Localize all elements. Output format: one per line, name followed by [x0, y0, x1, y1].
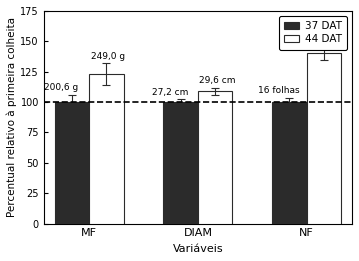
Text: 249,0 g: 249,0 g [91, 52, 125, 61]
Text: 200,6 g: 200,6 g [45, 83, 79, 92]
Bar [89, 74, 123, 224]
Bar [307, 54, 341, 224]
Text: 27,2 cm: 27,2 cm [152, 88, 188, 97]
Text: 16 folhas: 16 folhas [258, 86, 300, 96]
Text: 29,6 cm: 29,6 cm [199, 76, 235, 85]
Bar [55, 102, 89, 224]
Bar [198, 91, 232, 224]
Legend: 37 DAT, 44 DAT: 37 DAT, 44 DAT [279, 16, 347, 50]
Bar [163, 102, 198, 224]
Y-axis label: Percentual relativo à primeira colheita: Percentual relativo à primeira colheita [7, 17, 18, 217]
Text: 23 folhas: 23 folhas [305, 36, 346, 45]
X-axis label: Variáveis: Variáveis [173, 244, 223, 254]
Bar [272, 102, 307, 224]
